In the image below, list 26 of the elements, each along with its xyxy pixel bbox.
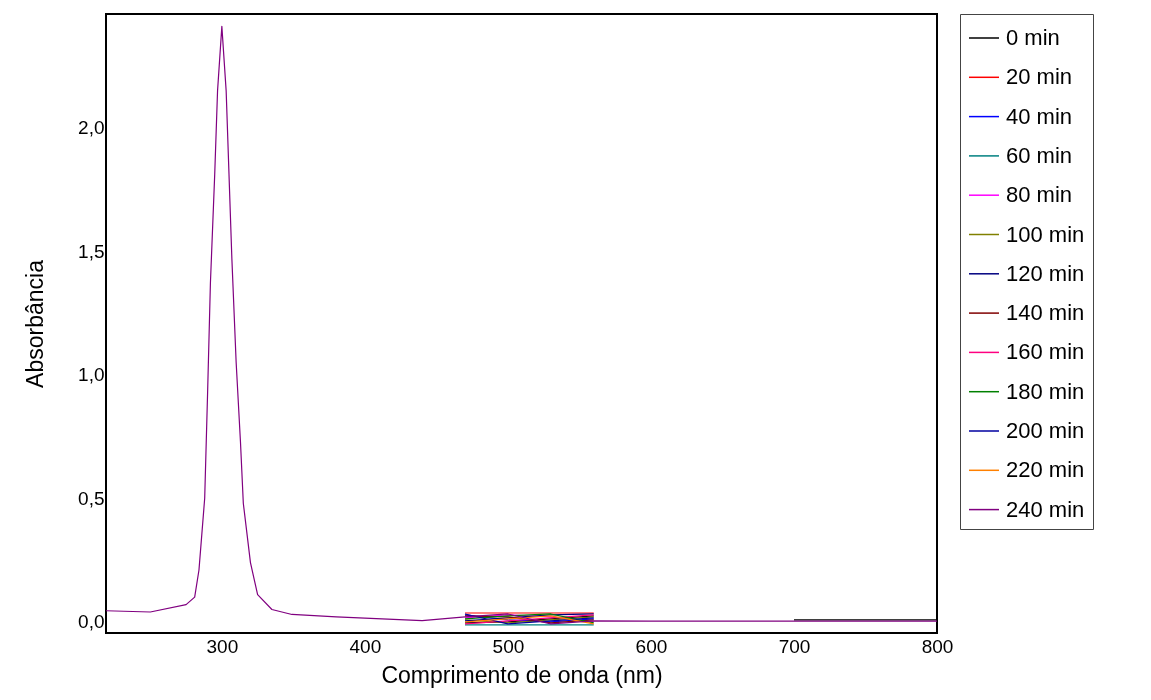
legend-label: 140 min — [1006, 300, 1085, 326]
legend-label: 220 min — [1006, 457, 1085, 483]
y-tick-label: 1,5 — [78, 240, 105, 262]
legend-label: 180 min — [1006, 378, 1085, 404]
legend-label: 20 min — [1006, 64, 1073, 90]
legend-label: 120 min — [1006, 260, 1085, 286]
x-tick-label: 500 — [492, 635, 525, 657]
legend-label: 80 min — [1006, 182, 1073, 208]
y-tick-label: 0,5 — [78, 487, 105, 509]
y-tick-label: 2,0 — [78, 117, 105, 139]
x-axis-title: Comprimento de onda (nm) — [381, 661, 663, 688]
y-tick-label: 1,0 — [78, 364, 105, 386]
x-tick-label: 400 — [349, 635, 382, 657]
legend-label: 200 min — [1006, 418, 1085, 443]
legend-label: 100 min — [1006, 221, 1085, 247]
x-tick-label: 800 — [921, 635, 954, 657]
y-tick-label: 0,0 — [78, 611, 105, 633]
x-tick-label: 300 — [206, 635, 239, 657]
legend-label: 160 min — [1006, 339, 1085, 365]
x-tick-label: 600 — [635, 635, 668, 657]
x-tick-label: 700 — [778, 635, 811, 657]
legend-label: 240 min — [1006, 496, 1085, 522]
legend-label: 40 min — [1006, 103, 1073, 129]
legend-label: 60 min — [1006, 142, 1073, 168]
y-axis-title: Absorbância — [22, 259, 49, 388]
legend-label: 0 min — [1006, 25, 1060, 50]
